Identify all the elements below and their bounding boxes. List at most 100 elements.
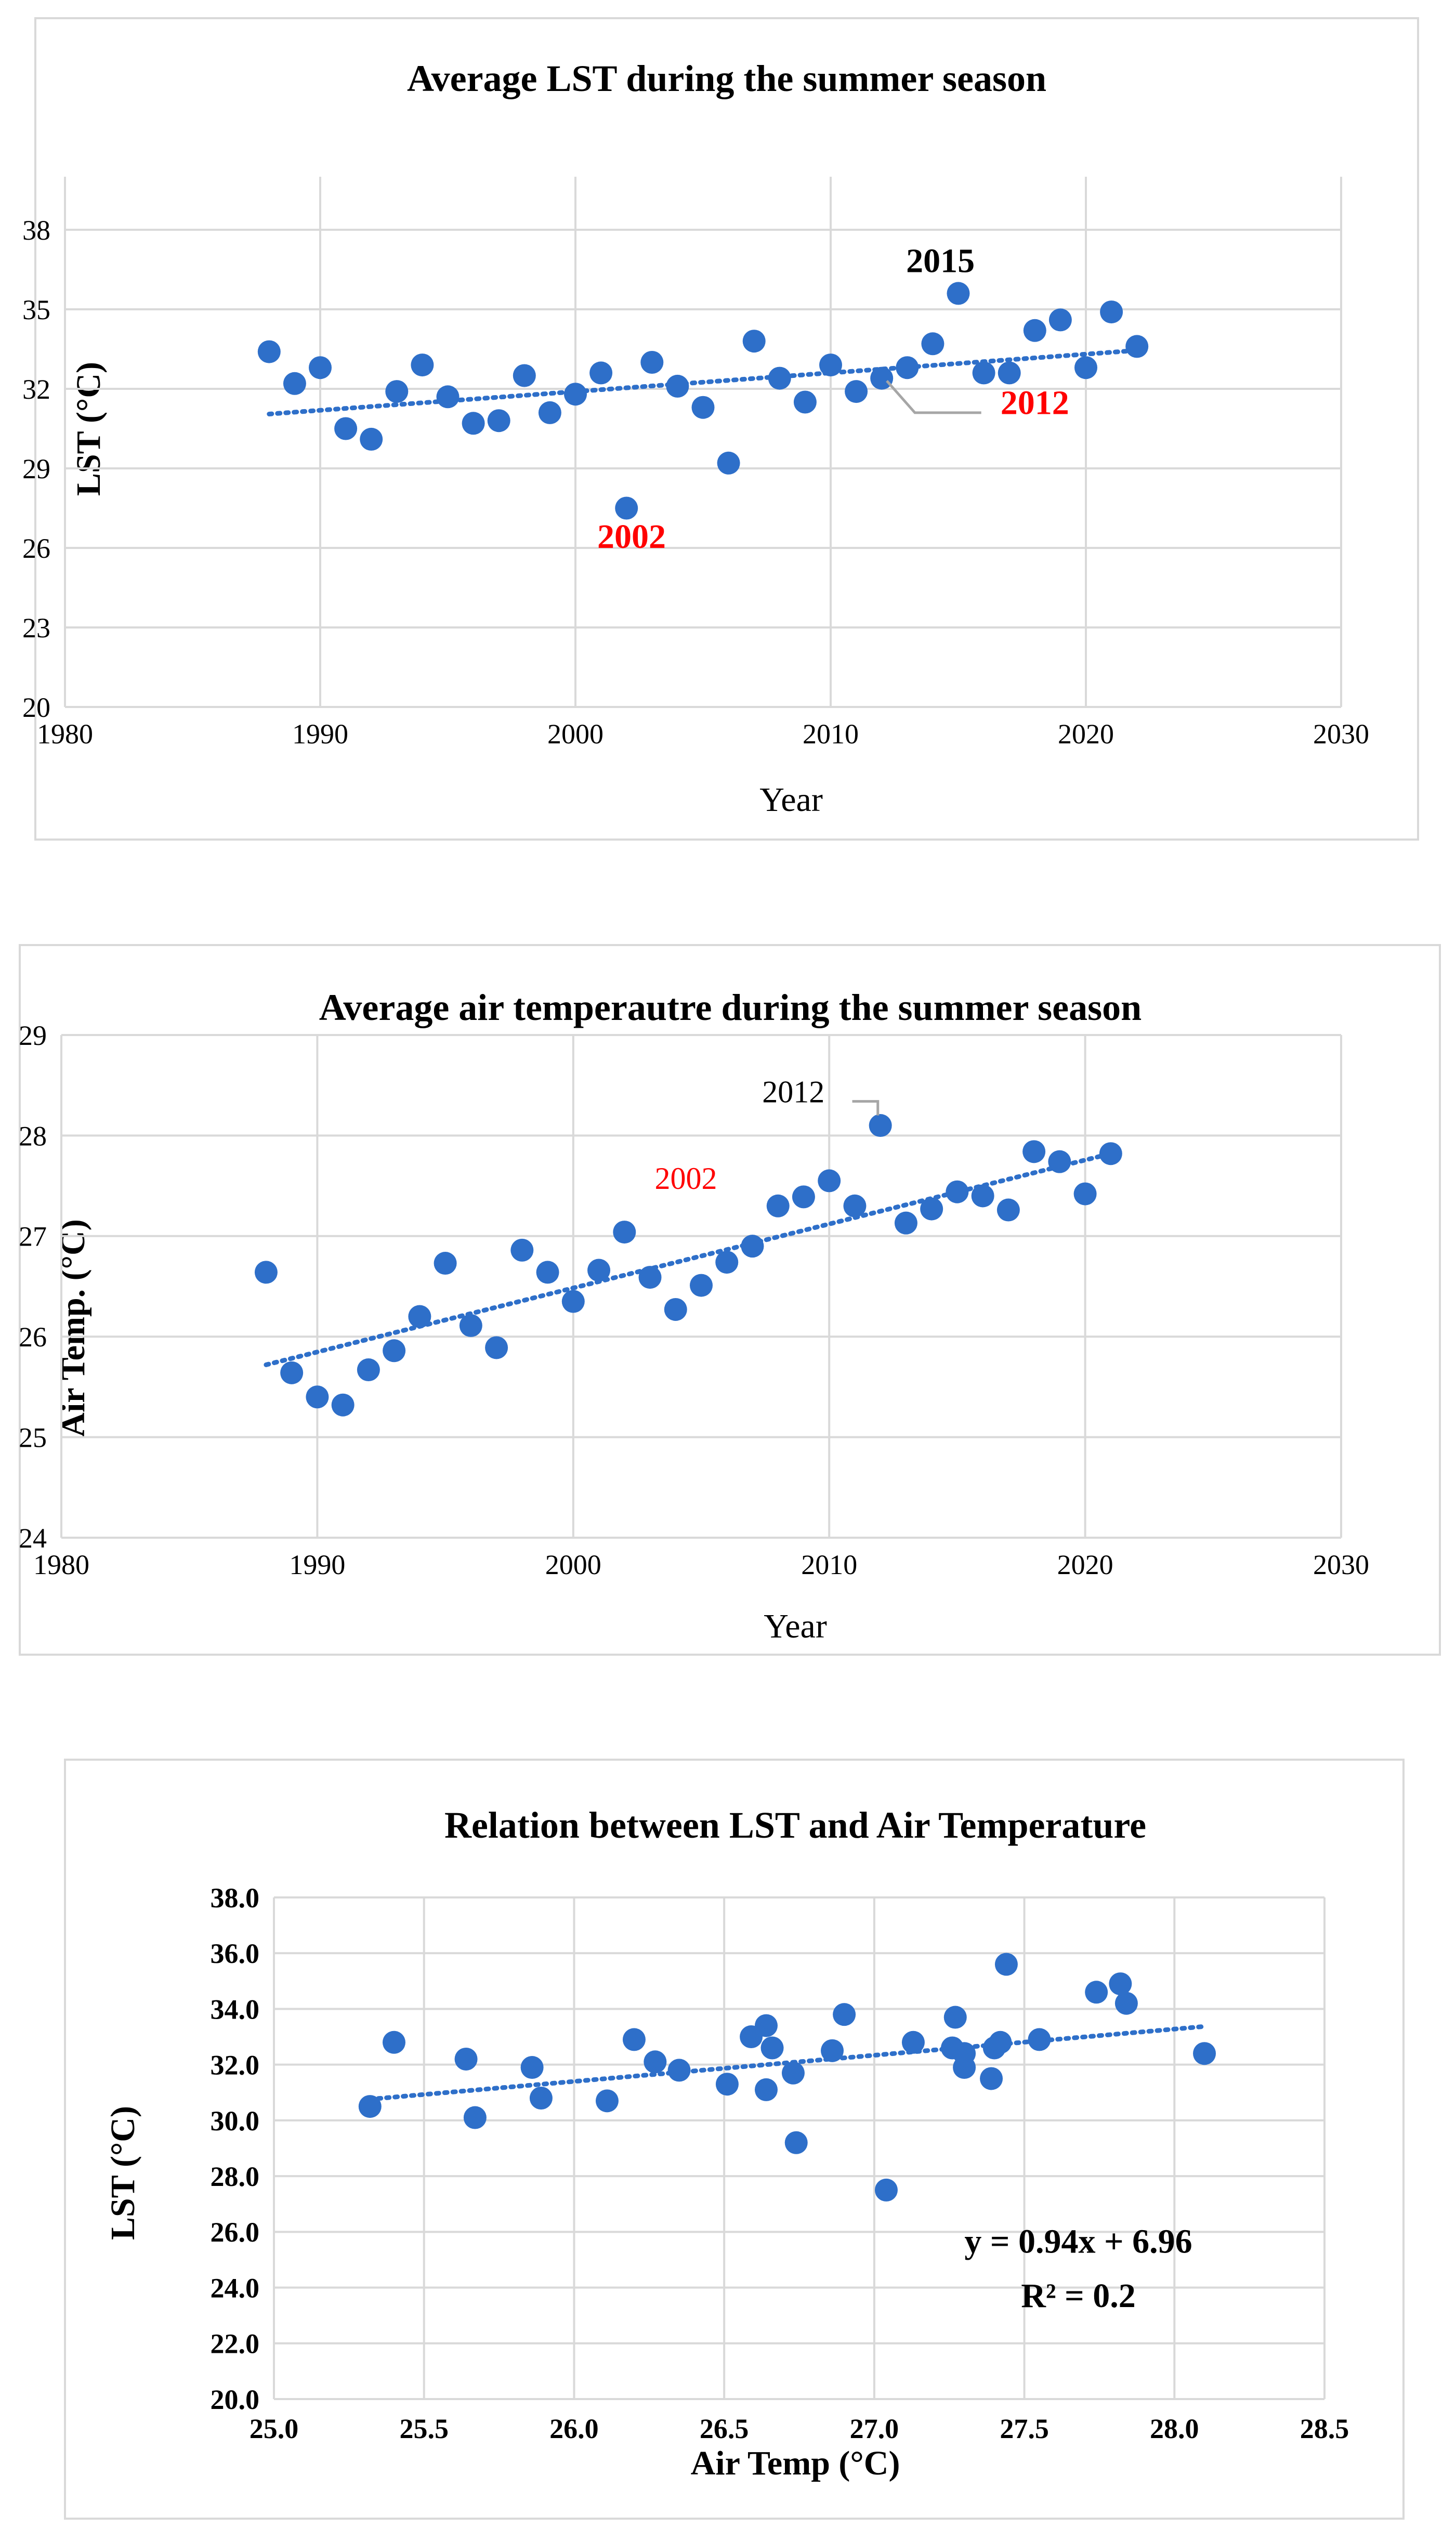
- data-point: [1109, 1972, 1132, 1996]
- data-point: [989, 2031, 1012, 2054]
- y-tick-label: 29: [22, 453, 50, 484]
- data-point: [921, 332, 945, 356]
- chart-title: Average air temperautre during the summe…: [319, 987, 1142, 1028]
- data-point: [667, 2059, 691, 2082]
- annotation-label: 2002: [597, 518, 666, 556]
- annotation-label: 2012: [762, 1075, 824, 1109]
- data-point: [947, 282, 970, 305]
- data-point: [360, 427, 383, 451]
- data-point: [940, 2036, 964, 2060]
- data-point: [792, 1185, 815, 1209]
- y-axis-label: LST (°C): [70, 362, 108, 496]
- data-point: [717, 451, 740, 475]
- x-tick-label: 28.0: [1150, 2413, 1199, 2444]
- x-tick-label: 25.0: [250, 2413, 299, 2444]
- data-point: [843, 1194, 867, 1217]
- chart-title: Relation between LST and Air Temperature: [444, 1804, 1146, 1846]
- data-point: [896, 356, 919, 379]
- data-point: [436, 385, 460, 409]
- chart-frame: [34, 17, 1419, 841]
- data-point: [485, 1336, 508, 1359]
- data-point: [766, 1194, 790, 1217]
- y-tick-label: 32: [22, 374, 50, 405]
- data-point: [740, 2025, 763, 2049]
- data-point: [741, 1235, 764, 1258]
- y-tick-label: 36.0: [211, 1938, 260, 1969]
- data-point: [382, 2031, 405, 2054]
- data-point: [715, 1251, 739, 1274]
- x-tick-label: 28.5: [1300, 2413, 1349, 2444]
- y-axis-label: LST (°C): [104, 2106, 142, 2240]
- x-tick-label: 2030: [1313, 718, 1369, 750]
- data-point: [529, 2087, 553, 2110]
- x-tick-label: 2020: [1058, 718, 1114, 750]
- data-point: [462, 412, 485, 435]
- x-tick-label: 1980: [37, 718, 93, 750]
- data-point: [280, 1361, 304, 1384]
- data-point: [510, 1238, 534, 1262]
- x-tick-label: 1980: [33, 1549, 89, 1580]
- annotation-leader-line: [886, 380, 981, 414]
- data-point: [874, 2178, 898, 2202]
- data-point: [383, 1339, 406, 1363]
- data-point: [819, 353, 842, 377]
- data-point: [1073, 1182, 1097, 1206]
- data-point: [754, 2078, 778, 2101]
- data-point: [768, 366, 791, 390]
- annotation-label: 2002: [654, 1161, 717, 1196]
- x-tick-label: 27.5: [1000, 2413, 1049, 2444]
- y-tick-label: 26.0: [211, 2217, 260, 2248]
- data-point: [622, 2028, 646, 2051]
- data-point: [434, 1252, 457, 1275]
- data-point: [1074, 356, 1097, 379]
- data-point: [691, 396, 715, 419]
- data-point: [613, 1221, 636, 1244]
- data-point: [996, 1198, 1020, 1222]
- chart-lst-vs-air-temp: Relation between LST and Air Temperature…: [64, 1759, 1405, 2520]
- data-point: [980, 2067, 1003, 2090]
- chart-frame: [64, 1759, 1405, 2520]
- trendline: [267, 348, 1139, 416]
- x-tick-label: 25.5: [399, 2413, 449, 2444]
- data-point: [513, 364, 536, 387]
- x-tick-label: 1990: [292, 718, 348, 750]
- chart-title: Average LST during the summer season: [407, 58, 1046, 99]
- trendline: [368, 2024, 1207, 2102]
- data-point: [870, 366, 894, 390]
- y-tick-label: 24: [19, 1523, 47, 1554]
- data-point: [1028, 2028, 1051, 2051]
- y-tick-label: 20.0: [211, 2384, 260, 2415]
- data-point: [283, 372, 306, 395]
- data-point: [901, 2031, 925, 2054]
- data-point: [589, 361, 613, 385]
- y-tick-label: 30.0: [211, 2105, 260, 2137]
- data-point: [644, 2050, 667, 2074]
- data-point: [385, 380, 409, 403]
- data-point: [994, 1953, 1018, 1976]
- data-point: [463, 2106, 487, 2129]
- x-tick-label: 2020: [1057, 1549, 1113, 1580]
- data-point: [331, 1393, 355, 1417]
- data-point: [972, 361, 995, 385]
- data-point: [487, 409, 510, 433]
- x-tick-label: 2000: [547, 718, 604, 750]
- data-point: [459, 1314, 482, 1337]
- y-tick-label: 29: [19, 1020, 47, 1051]
- x-tick-label: 26.5: [700, 2413, 749, 2444]
- data-point: [1085, 1981, 1108, 2004]
- x-tick-label: 1990: [289, 1549, 345, 1580]
- y-tick-label: 34.0: [211, 1994, 260, 2025]
- data-point: [357, 1358, 380, 1382]
- data-point: [1125, 335, 1149, 358]
- data-point: [664, 1298, 687, 1321]
- data-point: [946, 1180, 969, 1203]
- trendline: [264, 1151, 1113, 1367]
- data-point: [1193, 2042, 1216, 2065]
- data-point: [408, 1305, 431, 1328]
- data-point: [833, 2003, 856, 2026]
- annotation-label: 2015: [906, 242, 975, 280]
- data-point: [793, 390, 817, 414]
- data-point: [1099, 1142, 1122, 1165]
- data-point: [454, 2047, 478, 2071]
